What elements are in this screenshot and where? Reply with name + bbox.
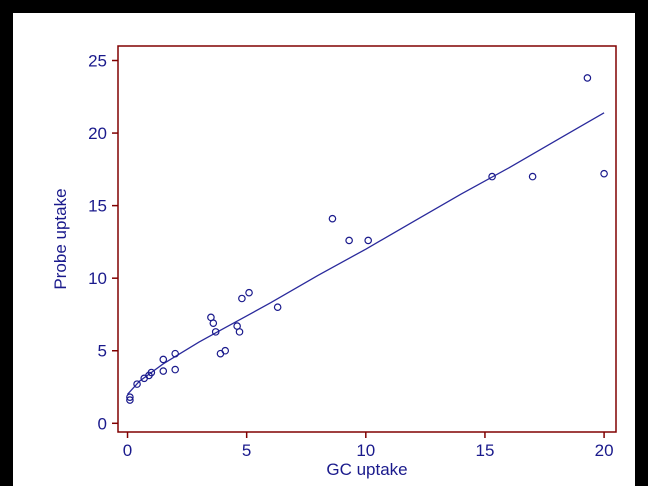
data-point [235,328,244,336]
data-point [147,368,156,377]
data-point [133,380,141,388]
data-point [211,328,220,336]
y-tick-label-0: 0 [98,414,107,433]
y-tick-label-10: 10 [88,269,107,288]
x-axis-title: GC uptake [326,460,407,479]
y-tick-label-15: 15 [88,197,107,216]
data-point [364,236,372,245]
y-tick-label-20: 20 [88,124,107,143]
data-point [273,303,282,312]
y-axis-title: Probe uptake [51,188,70,289]
data-point [209,319,218,327]
x-tick-label-5: 5 [242,441,251,460]
data-point [328,214,337,223]
data-point [528,172,537,181]
data-point [245,288,253,297]
data-point [345,236,353,245]
data-point [488,172,496,181]
data-point [126,393,134,401]
fit-line [127,112,605,395]
y-tick-label-25: 25 [88,52,107,71]
plot-area [117,45,617,433]
x-tick-label-20: 20 [595,441,614,460]
scatter-chart: 0 5 10 15 20 0 5 10 15 20 25 GC uptake Probe uptak… [51,45,617,479]
data-point [583,74,592,82]
data-point [238,294,246,303]
x-tick-label-10: 10 [356,441,375,460]
data-point [600,169,608,178]
x-tick-label-0: 0 [123,441,132,460]
data-point [171,349,179,358]
data-point [126,396,134,404]
data-point [159,367,168,375]
y-tick-label-5: 5 [98,342,107,361]
data-point [221,346,230,355]
data-point [159,355,168,364]
data-point [171,365,179,374]
x-tick-label-15: 15 [475,441,494,460]
